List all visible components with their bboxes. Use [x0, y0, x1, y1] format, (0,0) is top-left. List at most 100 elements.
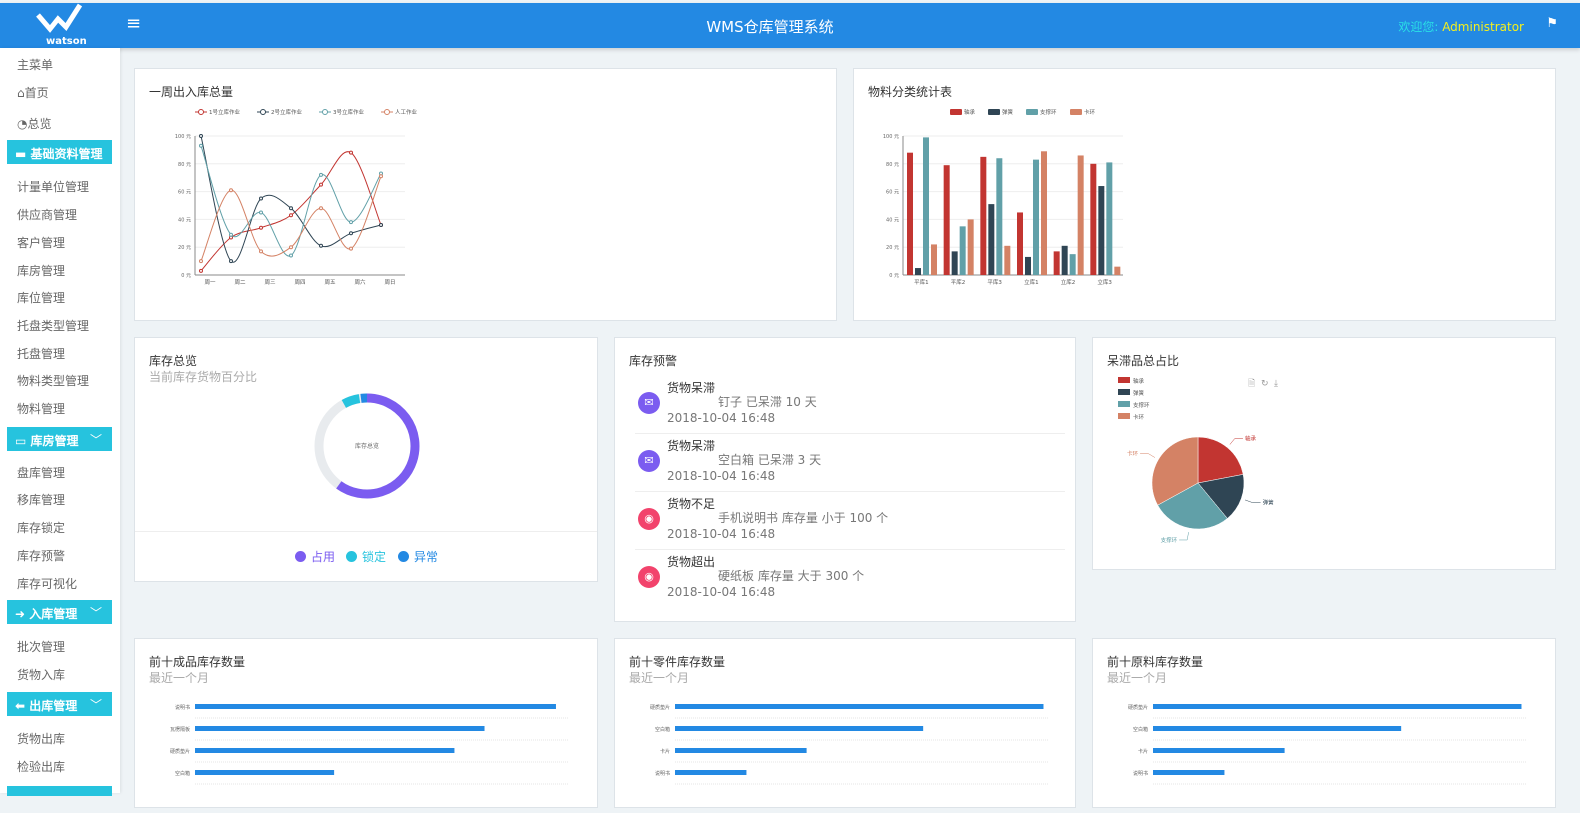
- card-title: 物料分类统计表: [868, 83, 952, 100]
- bar: [1106, 162, 1112, 275]
- sidebar-item[interactable]: 物料类型管理: [17, 372, 89, 389]
- sidebar-item[interactable]: ◔总览: [17, 115, 52, 132]
- bar: [944, 165, 950, 275]
- sidebar-item-label: 物料类型管理: [17, 374, 89, 388]
- legend-item[interactable]: 2号立库作业: [257, 108, 302, 116]
- download-icon[interactable]: ⤓: [1274, 379, 1278, 389]
- svg-text:弹簧: 弹簧: [1002, 108, 1014, 116]
- svg-text:watson: watson: [46, 36, 87, 47]
- legend-item[interactable]: 轴承: [950, 108, 976, 116]
- data-point: [320, 173, 323, 176]
- weekly-line-chart: 0 元20 元40 元60 元80 元100 元周一周二周三周四周五周六周日1号…: [135, 69, 838, 322]
- x-tick-label: 立库1: [1024, 278, 1039, 286]
- legend-item[interactable]: 人工作业: [381, 108, 418, 116]
- legend-item[interactable]: 卡环: [1070, 108, 1096, 116]
- warning-type: 货物不足: [667, 495, 715, 512]
- category-label: 空白箱: [1133, 726, 1148, 733]
- legend-item[interactable]: 弹簧: [988, 108, 1014, 116]
- bar: [907, 153, 913, 275]
- sidebar-item[interactable]: 主菜单: [17, 56, 53, 73]
- sidebar-item[interactable]: 供应商管理: [17, 206, 77, 223]
- mail-icon: ✉: [638, 450, 660, 472]
- legend-item[interactable]: 弹簧: [1118, 389, 1145, 397]
- category-label: 硬质垫片: [1128, 704, 1148, 711]
- y-tick-label: 100 元: [883, 134, 899, 140]
- data-point: [350, 151, 353, 154]
- slice-label: 卡环: [1127, 449, 1139, 457]
- sidebar-group-label: 出库管理: [29, 699, 77, 713]
- card-subtitle: 最近一个月: [1107, 669, 1167, 686]
- data-point: [230, 189, 233, 192]
- legend-item[interactable]: 3号立库作业: [319, 108, 364, 116]
- sidebar-item[interactable]: 库存预警: [17, 547, 65, 564]
- sidebar-item[interactable]: 检验出库: [17, 758, 65, 775]
- sidebar-group[interactable]: ▭ 库房管理﹀: [7, 427, 112, 451]
- username[interactable]: Administrator: [1442, 20, 1524, 34]
- sidebar-item[interactable]: 托盘管理: [17, 345, 65, 362]
- svg-text:2号立库作业: 2号立库作业: [271, 108, 302, 116]
- legend-occupied[interactable]: 占用: [295, 548, 335, 565]
- bar: [1041, 151, 1047, 275]
- y-tick-label: 80 元: [886, 162, 899, 168]
- legend-abnormal[interactable]: 异常: [398, 548, 438, 565]
- legend-item[interactable]: 支撑环: [1118, 401, 1150, 409]
- y-tick-label: 60 元: [886, 190, 899, 196]
- warning-time: 2018-10-04 16:48: [667, 527, 775, 541]
- x-tick-label: 周六: [354, 278, 366, 286]
- flag-icon[interactable]: ⚑: [1546, 16, 1558, 31]
- sidebar-item[interactable]: 库存可视化: [17, 575, 77, 592]
- sidebar-group[interactable]: ▬ 基础资料管理: [7, 140, 112, 164]
- sidebar-item[interactable]: 客户管理: [17, 234, 65, 251]
- bar: [195, 704, 556, 709]
- legend-item[interactable]: 轴承: [1118, 377, 1145, 385]
- x-tick-label: 周日: [384, 279, 395, 286]
- sidebar-item[interactable]: 盘库管理: [17, 464, 65, 481]
- card-subtitle: 当前库存货物百分比: [149, 368, 257, 385]
- inventory-donut-chart: 库存总览: [135, 338, 599, 528]
- arrow-right-icon: ➜: [15, 607, 29, 621]
- sidebar-item[interactable]: 库位管理: [17, 289, 65, 306]
- bar: [1114, 267, 1120, 275]
- sidebar-item-label: 主菜单: [17, 58, 53, 72]
- sidebar-item-label: 库位管理: [17, 291, 65, 305]
- file-icon[interactable]: 🗎: [1248, 379, 1255, 389]
- sidebar-item[interactable]: 货物入库: [17, 666, 65, 683]
- stagnant-ratio-card: 呆滞品总占比 轴承弹簧支撑环卡环🗎↻⤓轴承弹簧支撑环卡环: [1092, 337, 1556, 570]
- sidebar-group[interactable]: ➜ 入库管理﹀: [7, 600, 112, 624]
- sidebar-item[interactable]: 物料管理: [17, 400, 65, 417]
- legend-item[interactable]: 支撑环: [1026, 108, 1057, 116]
- sidebar-item[interactable]: 库存锁定: [17, 519, 65, 536]
- globe-icon: ◉: [638, 566, 660, 588]
- legend-locked[interactable]: 锁定: [346, 548, 386, 565]
- refresh-icon[interactable]: ↻: [1261, 379, 1269, 389]
- sidebar-item[interactable]: 库房管理: [17, 262, 65, 279]
- x-tick-label: 周四: [294, 279, 305, 286]
- data-point: [260, 211, 263, 214]
- svg-text:卡环: 卡环: [1084, 108, 1096, 116]
- sidebar-item-label: 总览: [27, 117, 51, 131]
- sidebar-item[interactable]: 货物出库: [17, 730, 65, 747]
- user-greeting[interactable]: 欢迎您: Administrator: [1398, 18, 1524, 35]
- series-line: [201, 152, 381, 271]
- legend-item[interactable]: 1号立库作业: [195, 108, 240, 116]
- data-point: [350, 221, 353, 224]
- sidebar-group[interactable]: [7, 786, 112, 796]
- x-tick-label: 周一: [204, 279, 216, 286]
- sidebar-item[interactable]: 移库管理: [17, 491, 65, 508]
- data-point: [260, 197, 263, 200]
- sidebar-item-label: 库存锁定: [17, 521, 65, 535]
- sidebar-item[interactable]: 计量单位管理: [17, 178, 89, 195]
- sidebar-group[interactable]: ⬅ 出库管理﹀: [7, 692, 112, 716]
- legend-item[interactable]: 卡环: [1118, 413, 1145, 421]
- sidebar-item[interactable]: 批次管理: [17, 638, 65, 655]
- bar: [915, 268, 921, 275]
- chevron-down-icon: ﹀: [90, 696, 102, 713]
- sidebar-item[interactable]: ⌂首页: [17, 84, 49, 101]
- bar: [195, 748, 454, 753]
- bar: [1054, 251, 1060, 275]
- sidebar-item[interactable]: 托盘类型管理: [17, 317, 89, 334]
